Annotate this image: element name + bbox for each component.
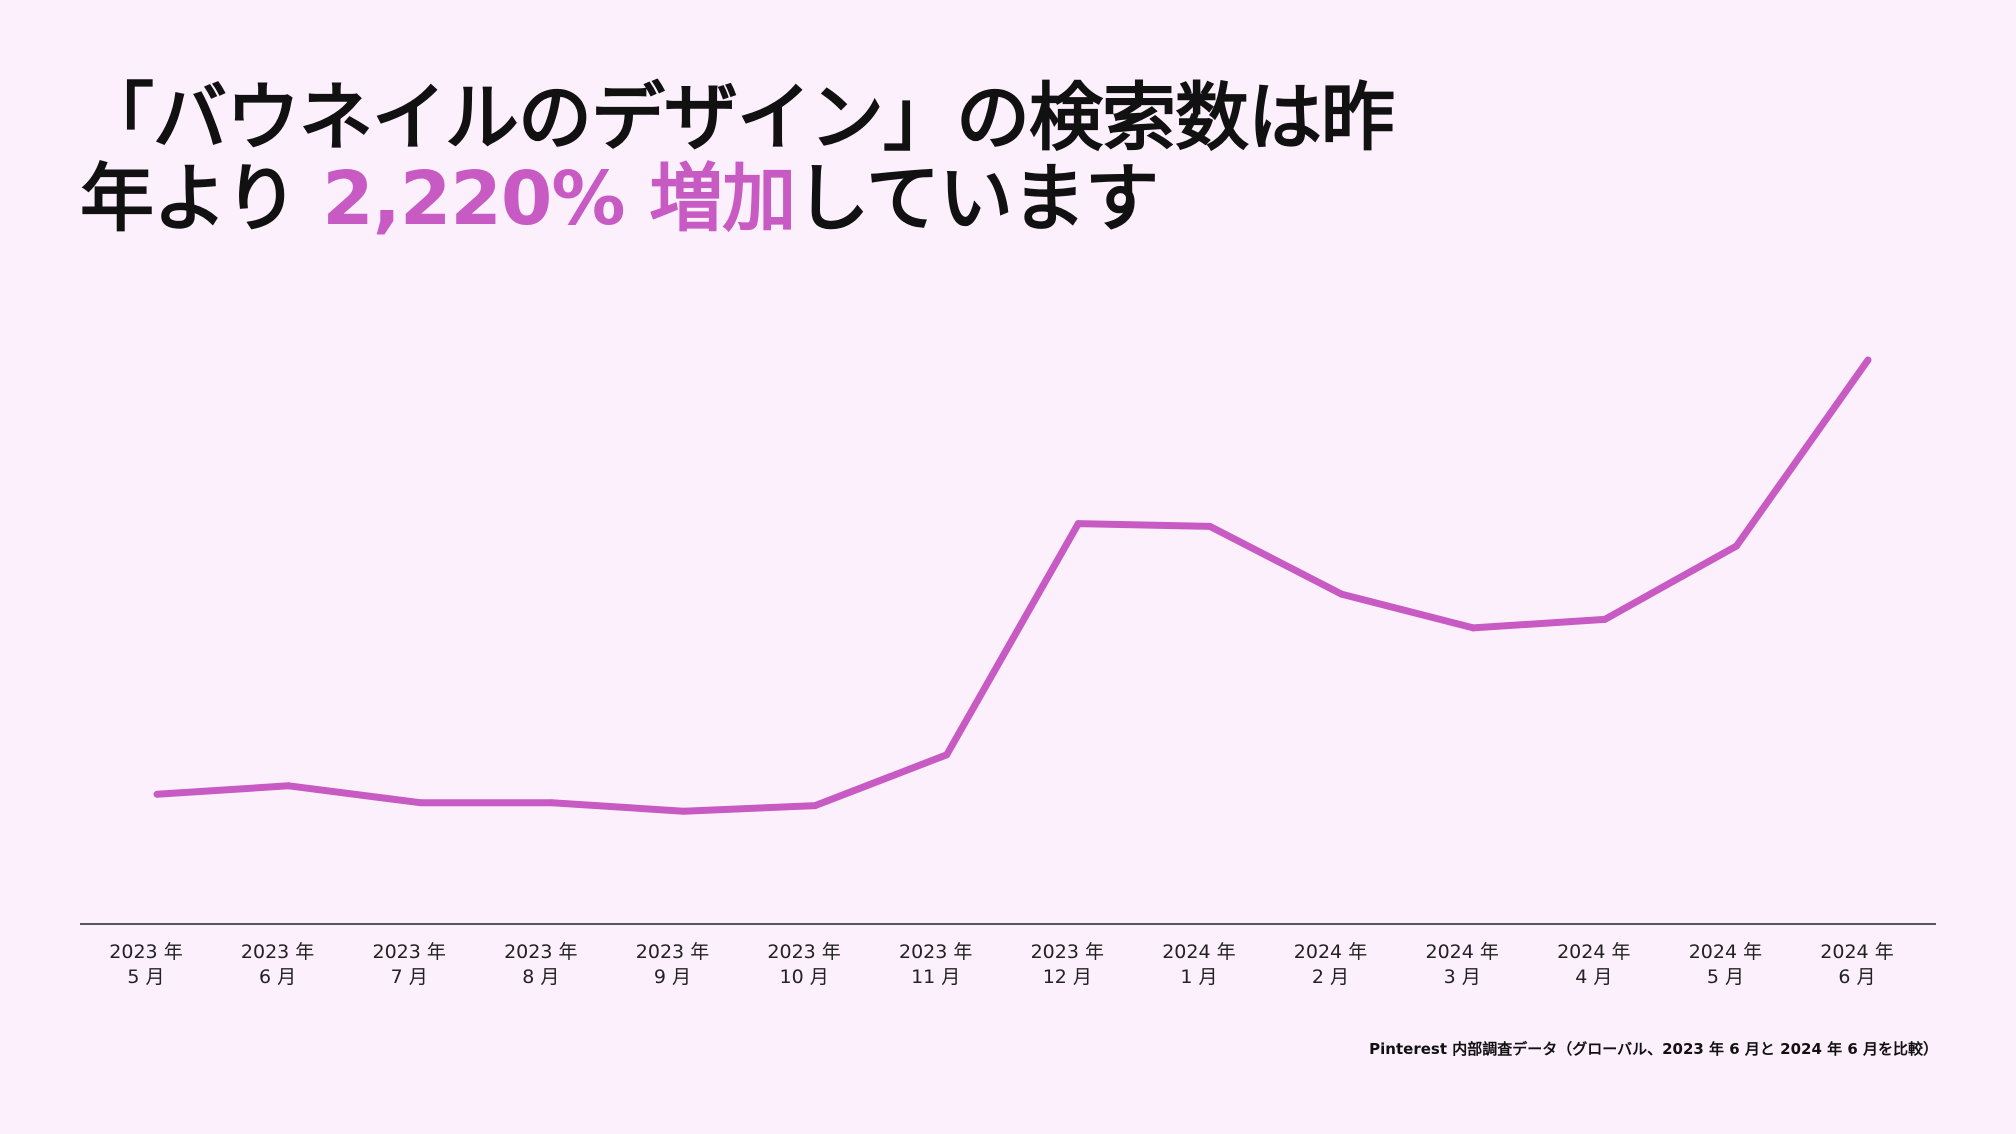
data-point (416, 799, 424, 807)
data-point (1074, 520, 1082, 528)
source-note: Pinterest 内部調査データ（グローバル、2023 年 6 月と 2024… (1369, 1040, 1938, 1058)
title-highlight: 2,220% 増加 (322, 156, 796, 242)
data-point (943, 751, 951, 759)
series-layer (153, 356, 1872, 815)
title-line-2-suffix: しています (795, 156, 1159, 242)
data-point (1864, 356, 1872, 364)
x-tick-label: 2023 年 11 月 (899, 941, 972, 988)
page-title: 「バウネイルのデザイン」の検索数は昨 年より 2,220% 増加しています (80, 78, 1580, 240)
data-point (811, 802, 819, 810)
data-point (285, 782, 293, 790)
data-point (548, 799, 556, 807)
title-line-1: 「バウネイルのデザイン」の検索数は昨 (80, 75, 1395, 161)
x-tick-label: 2023 年 10 月 (767, 941, 840, 988)
data-point (1601, 615, 1609, 623)
x-tick-label: 2023 年 12 月 (1031, 941, 1104, 988)
data-point (1206, 522, 1214, 530)
data-point (1732, 542, 1740, 550)
data-point (153, 790, 161, 798)
title-line-2-prefix: 年より (80, 156, 323, 242)
data-point (680, 807, 687, 815)
data-point (1338, 590, 1345, 598)
series-line (156, 357, 1871, 815)
data-point (1469, 624, 1477, 632)
